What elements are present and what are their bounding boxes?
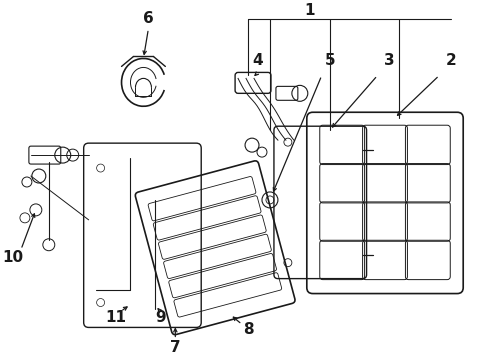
Text: 8: 8 — [243, 322, 253, 337]
Text: 1: 1 — [305, 3, 315, 18]
Text: 3: 3 — [384, 53, 395, 68]
Text: 7: 7 — [170, 340, 181, 355]
Text: 10: 10 — [2, 250, 24, 265]
Text: 6: 6 — [143, 11, 154, 26]
Text: 11: 11 — [105, 310, 126, 325]
Text: 2: 2 — [446, 53, 457, 68]
Text: 9: 9 — [155, 310, 166, 325]
Text: 4: 4 — [253, 53, 263, 68]
Text: 5: 5 — [324, 53, 335, 68]
